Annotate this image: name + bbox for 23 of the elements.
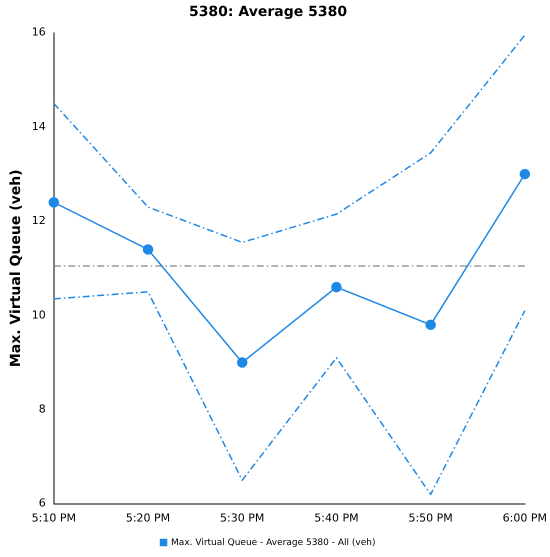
y-tick-label: 8: [38, 402, 46, 416]
x-tick-label: 5:30 PM: [220, 511, 264, 524]
point: [425, 320, 436, 330]
line-series: [53, 291, 526, 496]
point: [331, 282, 342, 292]
line-series: [53, 34, 526, 244]
point: [520, 168, 530, 180]
x-tick-label: 5:50 PM: [408, 511, 453, 524]
y-tick-label: 14: [32, 120, 46, 133]
x-tick-label: 5:10 PM: [32, 511, 76, 524]
y-tick-label: 6: [38, 496, 46, 510]
point: [236, 357, 248, 368]
point: [48, 197, 60, 208]
y-tick-label: 12: [32, 214, 46, 228]
x-tick-label: 6:00 PM: [502, 511, 548, 524]
y-tick-label: 16: [32, 26, 46, 39]
x-tick-label: 5:40 PM: [314, 511, 359, 524]
legend-label: Max. Virtual Queue - Average 5380 - All (veh): [171, 538, 376, 548]
chart-title: 5380: Average 5380: [188, 4, 348, 20]
point: [142, 244, 154, 255]
y-axis-title: Max. Virtual Queue (veh): [8, 169, 24, 368]
x-tick-label: 5:20 PM: [126, 511, 170, 524]
y-tick-label: 10: [32, 308, 46, 322]
